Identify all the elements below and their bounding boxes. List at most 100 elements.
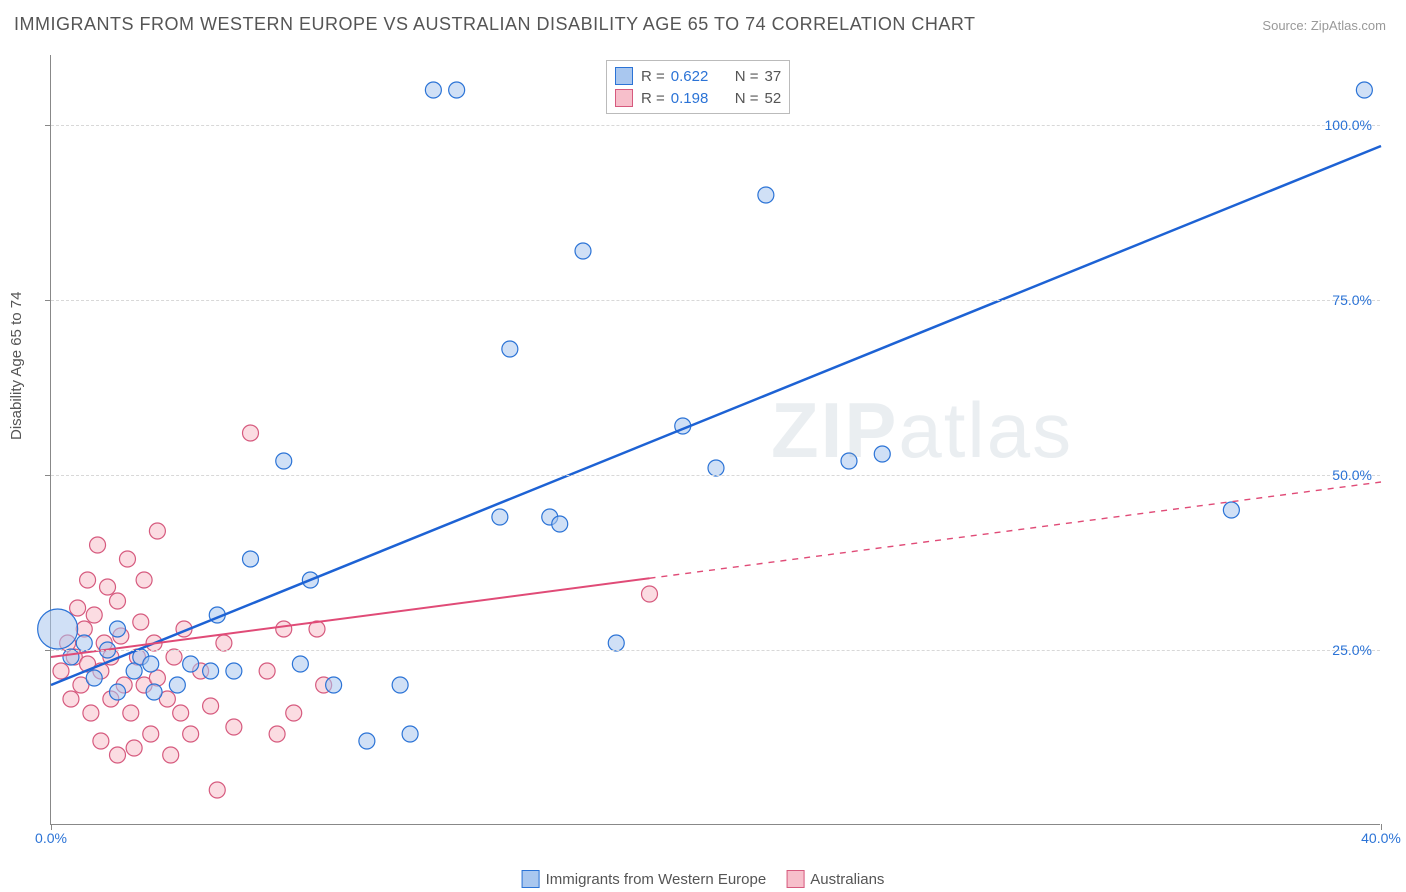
- data-point: [276, 453, 292, 469]
- data-point: [183, 656, 199, 672]
- data-point: [226, 663, 242, 679]
- data-point: [86, 607, 102, 623]
- n-value-1: 37: [765, 68, 782, 85]
- data-point: [100, 579, 116, 595]
- r-label-1: R =: [641, 68, 665, 85]
- gridline-h: [51, 650, 1380, 651]
- data-point: [608, 635, 624, 651]
- data-point: [143, 726, 159, 742]
- r-value-2: 0.198: [671, 90, 717, 107]
- data-point: [166, 649, 182, 665]
- data-point: [110, 593, 126, 609]
- data-point: [492, 509, 508, 525]
- data-point: [133, 614, 149, 630]
- data-point: [326, 677, 342, 693]
- r-label-2: R =: [641, 90, 665, 107]
- data-point: [276, 621, 292, 637]
- y-tick-mark: [45, 475, 51, 476]
- data-point: [243, 425, 259, 441]
- x-tick-mark: [1381, 824, 1382, 830]
- data-point: [502, 341, 518, 357]
- correlation-legend: R = 0.622 N = 37 R = 0.198 N = 52: [606, 60, 790, 114]
- y-tick-label: 25.0%: [1332, 642, 1372, 658]
- source-label: Source:: [1262, 18, 1307, 33]
- data-point: [841, 453, 857, 469]
- data-point: [758, 187, 774, 203]
- data-point: [392, 677, 408, 693]
- plot-area: R = 0.622 N = 37 R = 0.198 N = 52 ZIPatl…: [50, 55, 1380, 825]
- data-point: [76, 635, 92, 651]
- data-point: [146, 684, 162, 700]
- data-point: [642, 586, 658, 602]
- data-point: [874, 446, 890, 462]
- data-point: [216, 635, 232, 651]
- x-tick-label: 0.0%: [35, 830, 67, 846]
- data-point: [425, 82, 441, 98]
- source-name: ZipAtlas.com: [1311, 18, 1386, 33]
- data-point: [110, 621, 126, 637]
- data-point: [63, 691, 79, 707]
- data-point: [110, 747, 126, 763]
- data-point: [93, 733, 109, 749]
- data-point: [53, 663, 69, 679]
- data-point: [708, 460, 724, 476]
- r-value-1: 0.622: [671, 68, 717, 85]
- chart-container: IMMIGRANTS FROM WESTERN EUROPE VS AUSTRA…: [0, 0, 1406, 892]
- n-label-2: N =: [735, 90, 759, 107]
- data-point: [83, 705, 99, 721]
- data-point: [163, 747, 179, 763]
- data-point: [552, 516, 568, 532]
- legend-item-series-2: Australians: [786, 870, 884, 888]
- swatch-series-2: [615, 89, 633, 107]
- y-tick-label: 50.0%: [1332, 467, 1372, 483]
- legend-label-2: Australians: [810, 871, 884, 888]
- gridline-h: [51, 125, 1380, 126]
- data-point: [173, 705, 189, 721]
- data-point: [136, 572, 152, 588]
- data-point: [449, 82, 465, 98]
- legend-swatch-1: [522, 870, 540, 888]
- data-point: [359, 733, 375, 749]
- x-tick-mark: [51, 824, 52, 830]
- x-tick-label: 40.0%: [1361, 830, 1401, 846]
- data-point: [209, 782, 225, 798]
- legend-label-1: Immigrants from Western Europe: [546, 871, 767, 888]
- data-point: [402, 726, 418, 742]
- gridline-h: [51, 300, 1380, 301]
- legend-item-series-1: Immigrants from Western Europe: [522, 870, 767, 888]
- series-legend: Immigrants from Western Europe Australia…: [522, 870, 885, 888]
- y-axis-label: Disability Age 65 to 74: [8, 292, 25, 440]
- data-point: [80, 572, 96, 588]
- data-point: [1356, 82, 1372, 98]
- n-value-2: 52: [765, 90, 782, 107]
- y-tick-mark: [45, 300, 51, 301]
- data-point: [169, 677, 185, 693]
- data-point: [286, 705, 302, 721]
- n-label-1: N =: [735, 68, 759, 85]
- gridline-h: [51, 475, 1380, 476]
- legend-row-series-1: R = 0.622 N = 37: [615, 65, 781, 87]
- data-point: [110, 684, 126, 700]
- data-point: [575, 243, 591, 259]
- data-point: [119, 551, 135, 567]
- swatch-series-1: [615, 67, 633, 85]
- legend-row-series-2: R = 0.198 N = 52: [615, 87, 781, 109]
- data-point: [183, 726, 199, 742]
- data-point: [123, 705, 139, 721]
- data-point: [70, 600, 86, 616]
- data-point: [1223, 502, 1239, 518]
- y-tick-mark: [45, 125, 51, 126]
- data-point: [63, 649, 79, 665]
- data-point: [143, 656, 159, 672]
- y-tick-mark: [45, 650, 51, 651]
- data-point: [86, 670, 102, 686]
- data-point: [203, 698, 219, 714]
- source-attribution: Source: ZipAtlas.com: [1262, 18, 1386, 33]
- y-tick-label: 100.0%: [1325, 117, 1372, 133]
- chart-svg: [51, 55, 1380, 824]
- trendline-dashed: [650, 482, 1382, 578]
- data-point: [90, 537, 106, 553]
- data-point: [203, 663, 219, 679]
- data-point: [259, 663, 275, 679]
- data-point: [269, 726, 285, 742]
